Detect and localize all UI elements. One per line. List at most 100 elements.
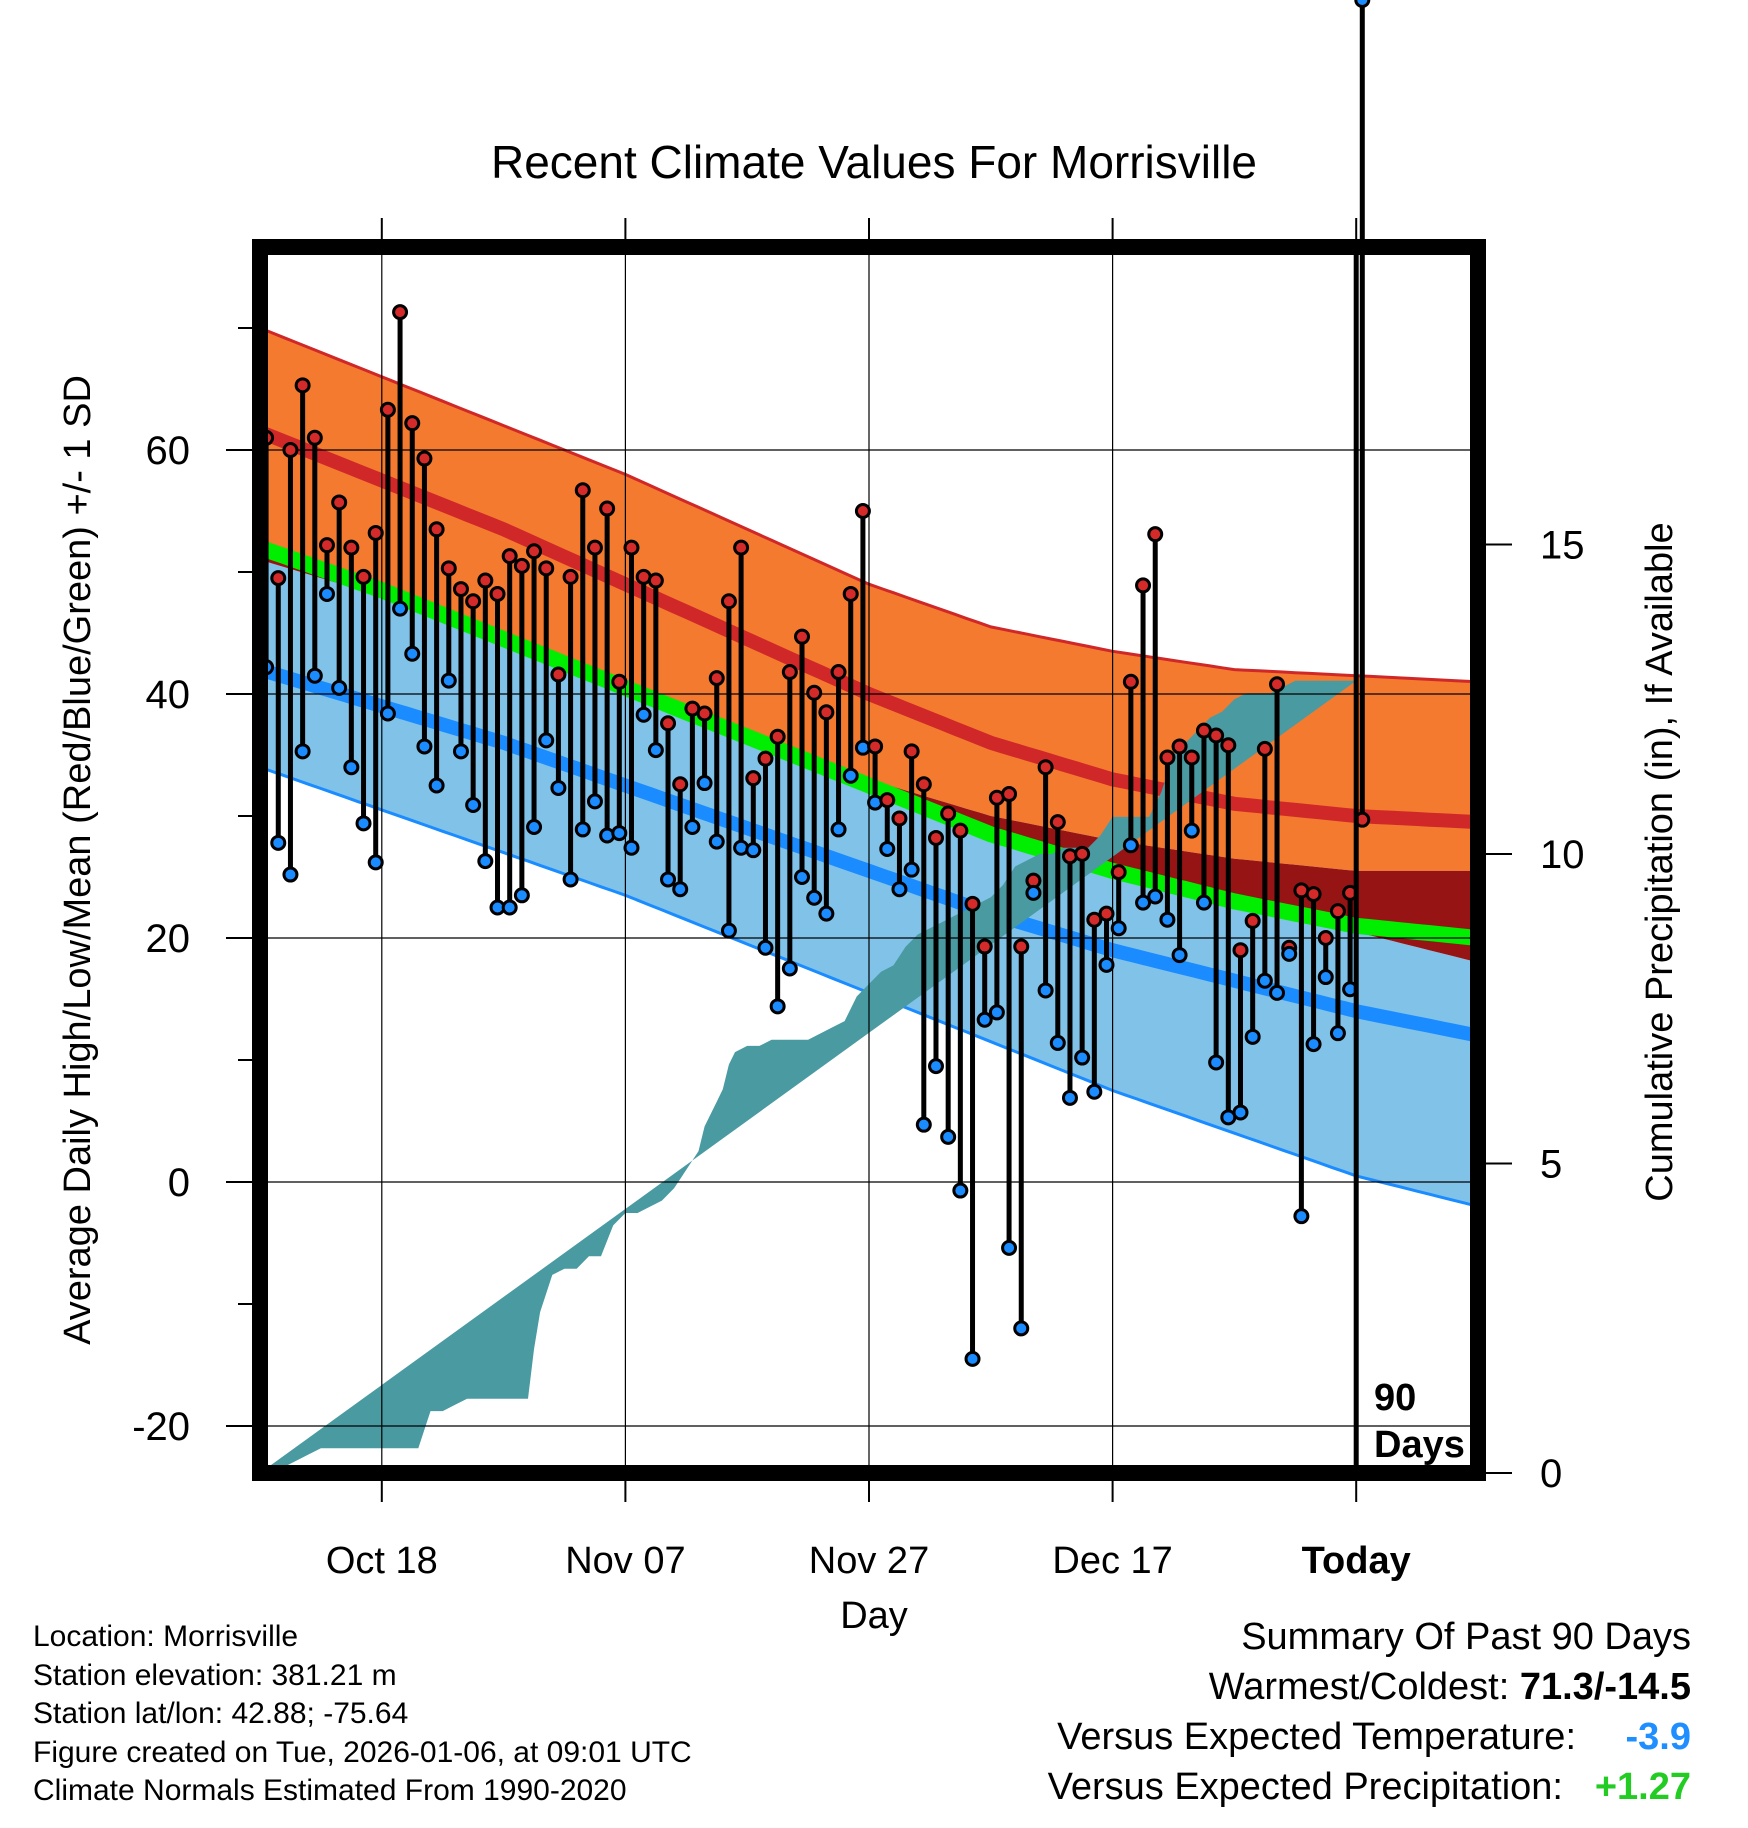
observed-high-point — [1208, 727, 1225, 744]
observed-low-point — [282, 866, 299, 883]
observed-low-point — [574, 821, 591, 838]
observed-high-point — [720, 593, 737, 610]
observed-high-point — [465, 593, 482, 610]
x-axis-label: Day — [840, 1595, 908, 1637]
observed-high-point — [696, 705, 713, 722]
observed-high-point — [404, 415, 421, 432]
y-tick-label: -20 — [132, 1405, 190, 1449]
observed-low-point — [1086, 1083, 1103, 1100]
observed-low-point — [635, 706, 652, 723]
observed-high-point — [477, 572, 494, 589]
overlap-band — [260, 547, 1478, 963]
observed-high-point — [647, 572, 664, 589]
observed-low-point — [1110, 920, 1127, 937]
summary-precip: Versus Expected Precipitation: +1.27 — [791, 1762, 1691, 1812]
observed-low-point — [1269, 984, 1286, 1001]
observed-high-point — [660, 715, 677, 732]
created-text: Figure created on Tue, 2026-01-06, at 09… — [33, 1735, 692, 1769]
observed-high-point — [867, 738, 884, 755]
observed-low-point — [952, 1182, 969, 1199]
observed-low-point — [331, 679, 348, 696]
observed-high-point — [708, 670, 725, 687]
observed-high-point — [599, 500, 616, 517]
y2-tick-label: 5 — [1540, 1143, 1562, 1187]
observed-low-point — [1074, 1049, 1091, 1066]
summary-temp: Versus Expected Temperature: -3.9 — [791, 1712, 1691, 1762]
elevation-text: Station elevation: 381.21 m — [33, 1658, 397, 1692]
observed-high-point — [440, 560, 457, 577]
x-tick-label: Oct 18 — [326, 1540, 438, 1582]
observed-high-point — [672, 776, 689, 793]
observed-low-point — [1049, 1034, 1066, 1051]
observed-low-point — [1305, 1036, 1322, 1053]
observed-low-point — [1329, 1025, 1346, 1042]
precip-label: Versus Expected Precipitation: — [1047, 1766, 1563, 1808]
observed-low-point — [586, 793, 603, 810]
observed-high-point — [318, 537, 335, 554]
observed-low-point — [1013, 1320, 1030, 1337]
observed-high-point — [379, 401, 396, 418]
observed-high-point — [745, 770, 762, 787]
observed-low-point — [1001, 1239, 1018, 1256]
observed-high-point — [355, 568, 372, 585]
observed-high-point — [1159, 749, 1176, 766]
observed-low-point — [806, 889, 823, 906]
observed-high-point — [294, 377, 311, 394]
observed-high-point — [1074, 845, 1091, 862]
observed-low-point — [1244, 1028, 1261, 1045]
observed-high-point — [526, 543, 543, 560]
observed-low-point — [647, 742, 664, 759]
plot-frame — [252, 239, 1486, 1481]
observed-high-point — [1049, 814, 1066, 831]
observed-high-point — [416, 450, 433, 467]
observed-high-point — [282, 442, 299, 458]
y-tick-label: 0 — [168, 1161, 190, 1205]
observed-low-point — [660, 871, 677, 888]
observed-high-point — [550, 666, 567, 683]
observed-low-point — [879, 840, 896, 857]
temp-value: -3.9 — [1625, 1716, 1691, 1758]
observed-high-point — [367, 524, 384, 541]
observed-low-point — [270, 834, 287, 851]
observed-low-point — [1122, 837, 1139, 854]
y2-tick-label: 15 — [1540, 524, 1585, 568]
observed-low-point — [1256, 972, 1273, 989]
observed-low-point — [1293, 1208, 1310, 1225]
x-tick-label: Nov 07 — [565, 1540, 685, 1582]
observed-high-point — [757, 750, 774, 767]
y2-axis-label: Cumulative Precipitation (in), If Availa… — [1639, 522, 1681, 1201]
observed-high-point — [964, 895, 981, 912]
observed-high-point — [1122, 673, 1139, 690]
observed-low-point — [1135, 894, 1152, 911]
observed-high-point — [1220, 737, 1237, 754]
observed-high-point — [854, 503, 871, 519]
station-info: Location: Morrisville Station elevation:… — [33, 1618, 692, 1811]
observed-high-point — [1317, 930, 1334, 946]
observed-low-point — [526, 818, 543, 835]
observed-low-point — [976, 1011, 993, 1028]
observed-low-point — [465, 797, 482, 814]
location-text: Location: Morrisville — [33, 1620, 299, 1653]
observed-high-point — [1098, 905, 1115, 922]
observed-high-point — [1232, 942, 1249, 959]
observed-high-point — [733, 539, 750, 556]
observed-high-point — [1135, 577, 1152, 594]
observed-low-point — [355, 815, 372, 832]
summary-heading: Summary Of Past 90 Days — [1241, 1616, 1691, 1658]
observed-low-point — [440, 672, 457, 689]
y-tick-label: 60 — [146, 429, 191, 473]
observed-high-point — [903, 743, 920, 760]
observed-high-point — [1256, 740, 1273, 757]
observed-low-point — [1147, 888, 1164, 905]
observed-high-point — [538, 560, 555, 577]
observed-high-point — [830, 664, 847, 681]
observed-high-point — [781, 664, 798, 681]
observed-high-point — [915, 776, 932, 793]
observed-low-point — [562, 871, 579, 888]
observed-low-point — [1232, 1104, 1249, 1121]
observed-high-point — [1329, 903, 1346, 920]
y2-tick-label: 0 — [1540, 1452, 1562, 1496]
observed-high-point — [842, 585, 859, 602]
summary-panel: Summary Of Past 90 Days Warmest/Coldest:… — [791, 1612, 1691, 1812]
